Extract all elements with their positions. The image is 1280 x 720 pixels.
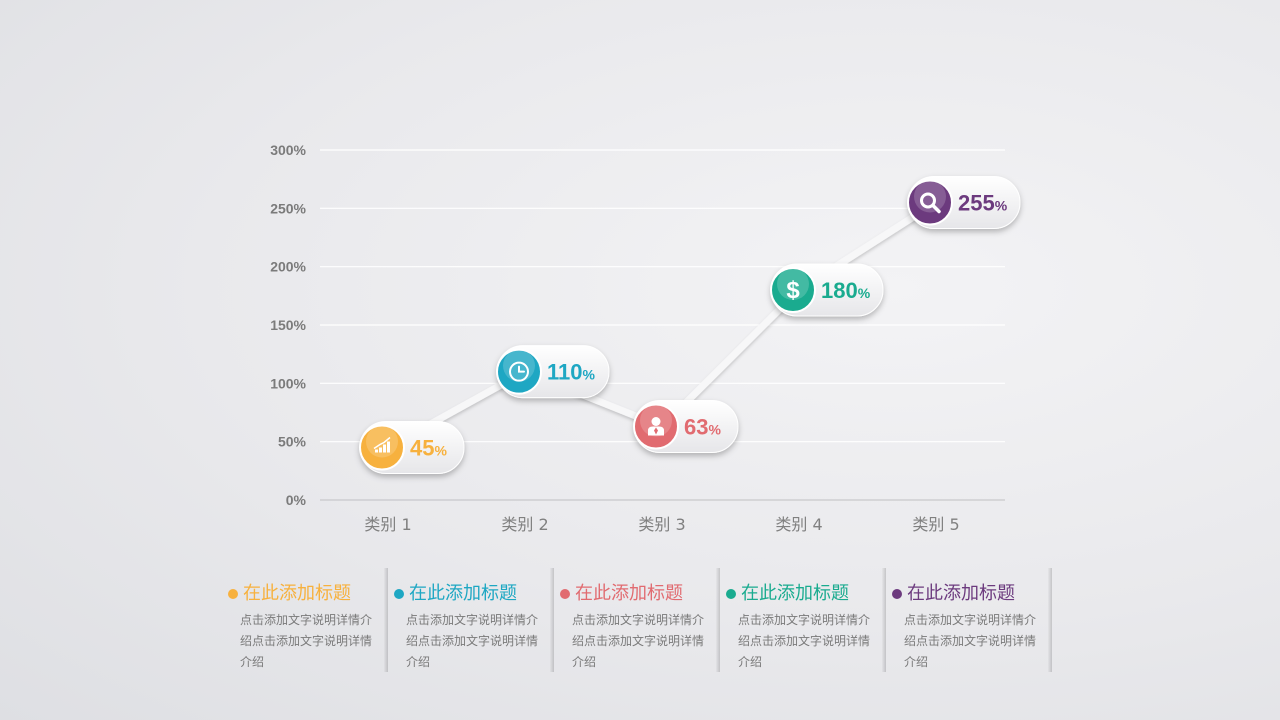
y-tick-label: 100%	[270, 375, 306, 391]
legend-description[interactable]: 点击添加文字说明详情介绍点击添加文字说明详情介绍	[738, 613, 871, 669]
legend-item: 在此添加标题 点击添加文字说明详情介绍点击添加文字说明详情介绍	[886, 568, 1052, 672]
legend-item: 在此添加标题 点击添加文字说明详情介绍点击添加文字说明详情介绍	[222, 568, 388, 672]
legend: 在此添加标题 点击添加文字说明详情介绍点击添加文字说明详情介绍 在此添加标题 点…	[222, 568, 1052, 672]
legend-title[interactable]: 在此添加标题	[243, 583, 351, 604]
y-tick-label: 200%	[270, 259, 306, 275]
bar-chart-icon	[373, 436, 391, 453]
legend-title[interactable]: 在此添加标题	[575, 583, 683, 604]
legend-dot	[726, 589, 736, 599]
y-tick-label: 0%	[286, 492, 307, 508]
data-label: 110%	[547, 360, 596, 385]
legend-title[interactable]: 在此添加标题	[907, 583, 1015, 604]
data-point: $180%	[770, 263, 884, 317]
svg-text:$: $	[786, 277, 800, 304]
legend-item: 在此添加标题 点击添加文字说明详情介绍点击添加文字说明详情介绍	[554, 568, 720, 672]
x-tick-label: 类别 4	[775, 515, 822, 534]
x-tick-label: 类别 1	[364, 515, 411, 534]
y-tick-label: 300%	[270, 142, 306, 158]
point-marker	[907, 179, 953, 226]
point-marker	[770, 267, 816, 313]
data-point: 255%	[907, 176, 1021, 229]
clock-icon	[509, 361, 529, 382]
dollar-icon: $	[786, 277, 800, 304]
legend-title[interactable]: 在此添加标题	[741, 583, 849, 604]
legend-dot	[228, 589, 238, 599]
y-tick-label: 250%	[270, 200, 306, 216]
legend-item: 在此添加标题 点击添加文字说明详情介绍点击添加文字说明详情介绍	[388, 568, 554, 672]
legend-description[interactable]: 点击添加文字说明详情介绍点击添加文字说明详情介绍	[572, 613, 705, 669]
data-point: 110%	[496, 345, 610, 399]
legend-description[interactable]: 点击添加文字说明详情介绍点击添加文字说明详情介绍	[904, 613, 1037, 669]
legend-dot	[560, 589, 570, 599]
data-point: 45%	[359, 421, 465, 474]
legend-dot	[394, 589, 404, 599]
y-tick-label: 50%	[278, 434, 307, 450]
line-chart: 0% 50% 100% 150% 200% 250% 300% 类别 1 类别 2 类别 3 类别…	[270, 142, 1021, 534]
x-tick-label: 类别 3	[638, 515, 685, 534]
person-icon	[648, 417, 664, 436]
legend-description[interactable]: 点击添加文字说明详情介绍点击添加文字说明详情介绍	[406, 613, 539, 669]
x-tick-label: 类别 2	[501, 515, 548, 534]
data-label: 255%	[958, 191, 1008, 216]
data-point: 63%	[633, 400, 739, 453]
x-tick-label: 类别 5	[912, 515, 959, 534]
legend-item: 在此添加标题 点击添加文字说明详情介绍点击添加文字说明详情介绍	[720, 568, 886, 672]
legend-description[interactable]: 点击添加文字说明详情介绍点击添加文字说明详情介绍	[240, 613, 373, 669]
data-label: 45%	[410, 436, 447, 461]
y-tick-label: 150%	[270, 317, 306, 333]
legend-title[interactable]: 在此添加标题	[409, 583, 517, 604]
data-label: 180%	[821, 278, 871, 303]
search-icon	[920, 192, 941, 214]
legend-dot	[892, 589, 902, 599]
data-label: 63%	[684, 415, 721, 440]
